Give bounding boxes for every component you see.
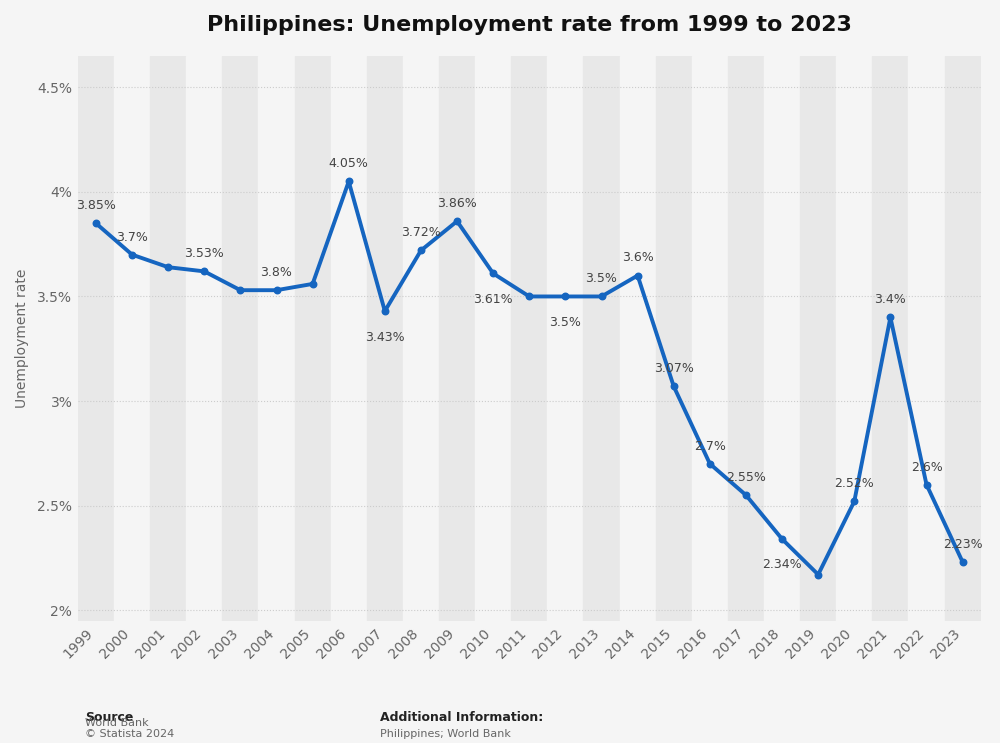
- Text: Source: Source: [85, 712, 133, 724]
- Text: 3.5%: 3.5%: [586, 273, 617, 285]
- Point: [449, 215, 465, 227]
- Bar: [728, 56, 764, 620]
- Point: [305, 278, 321, 290]
- Text: 3.4%: 3.4%: [875, 293, 906, 306]
- Text: 3.72%: 3.72%: [401, 227, 441, 239]
- Text: 2.6%: 2.6%: [911, 461, 942, 473]
- Point: [557, 291, 573, 302]
- Bar: [114, 56, 150, 620]
- Bar: [511, 56, 547, 620]
- Point: [919, 478, 935, 490]
- Text: 3.07%: 3.07%: [654, 363, 694, 375]
- Title: Philippines: Unemployment rate from 1999 to 2023: Philippines: Unemployment rate from 1999…: [207, 15, 852, 35]
- Bar: [439, 56, 475, 620]
- Bar: [908, 56, 945, 620]
- Text: Philippines; World Bank: Philippines; World Bank: [380, 730, 511, 739]
- Point: [666, 380, 682, 392]
- Bar: [367, 56, 403, 620]
- Point: [124, 249, 140, 261]
- Point: [882, 311, 898, 323]
- Text: 4.05%: 4.05%: [329, 158, 369, 170]
- Text: 3.8%: 3.8%: [261, 266, 292, 279]
- Point: [702, 458, 718, 470]
- Bar: [872, 56, 908, 620]
- Point: [196, 265, 212, 277]
- Point: [955, 556, 971, 568]
- Text: 3.53%: 3.53%: [184, 247, 224, 260]
- Point: [485, 267, 501, 279]
- Y-axis label: Unemployment rate: Unemployment rate: [15, 269, 29, 408]
- Point: [377, 305, 393, 317]
- Text: 2.7%: 2.7%: [694, 440, 726, 452]
- Bar: [258, 56, 295, 620]
- Point: [594, 291, 610, 302]
- Text: 3.7%: 3.7%: [116, 230, 148, 244]
- Text: 2.52%: 2.52%: [834, 477, 874, 490]
- Bar: [186, 56, 222, 620]
- Point: [269, 285, 285, 296]
- Bar: [656, 56, 692, 620]
- Point: [810, 568, 826, 580]
- Point: [846, 496, 862, 507]
- Bar: [222, 56, 258, 620]
- Text: 2.34%: 2.34%: [762, 559, 802, 571]
- Bar: [475, 56, 511, 620]
- Text: Additional Information:: Additional Information:: [380, 712, 543, 724]
- Bar: [403, 56, 439, 620]
- Bar: [800, 56, 836, 620]
- Text: 3.5%: 3.5%: [549, 316, 581, 329]
- Bar: [692, 56, 728, 620]
- Text: 2.23%: 2.23%: [943, 538, 982, 551]
- Text: World Bank
© Statista 2024: World Bank © Statista 2024: [85, 718, 174, 739]
- Point: [630, 270, 646, 282]
- Bar: [620, 56, 656, 620]
- Point: [88, 218, 104, 230]
- Bar: [295, 56, 331, 620]
- Point: [232, 285, 248, 296]
- Text: 3.6%: 3.6%: [622, 251, 653, 265]
- Point: [521, 291, 537, 302]
- Text: 2.55%: 2.55%: [726, 471, 766, 484]
- Bar: [331, 56, 367, 620]
- Point: [160, 262, 176, 273]
- Bar: [583, 56, 620, 620]
- Text: 3.43%: 3.43%: [365, 331, 405, 343]
- Point: [413, 244, 429, 256]
- Bar: [150, 56, 186, 620]
- Bar: [547, 56, 583, 620]
- Point: [774, 533, 790, 545]
- Bar: [836, 56, 872, 620]
- Text: 3.85%: 3.85%: [76, 199, 116, 212]
- Text: 3.86%: 3.86%: [437, 197, 477, 210]
- Bar: [78, 56, 114, 620]
- Bar: [945, 56, 981, 620]
- Point: [341, 175, 357, 187]
- Point: [738, 489, 754, 501]
- Bar: [764, 56, 800, 620]
- Text: 3.61%: 3.61%: [473, 293, 513, 306]
